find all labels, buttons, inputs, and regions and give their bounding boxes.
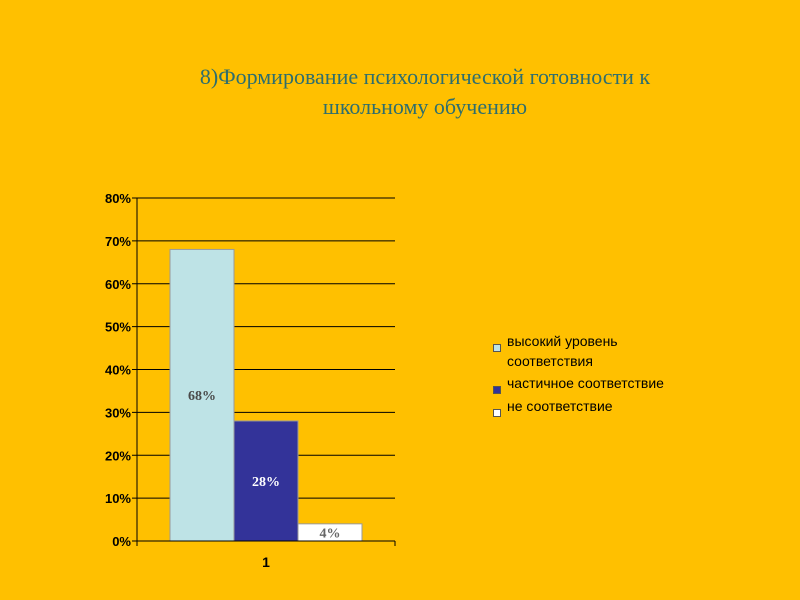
- data-label-series-0: 68%: [188, 389, 216, 404]
- legend-swatch-partial: [493, 386, 501, 394]
- chart-legend: высокий уровень соответствия частичное с…: [493, 331, 673, 419]
- y-tick-label: 80%: [105, 191, 131, 206]
- legend-item-none: не соответствие: [493, 396, 673, 417]
- y-tick-label: 20%: [105, 448, 131, 463]
- y-tick-label: 10%: [105, 491, 131, 506]
- x-axis-categories: 1: [262, 554, 270, 570]
- axes: [136, 198, 396, 546]
- legend-item-high: высокий уровень соответствия: [493, 331, 673, 371]
- legend-swatch-none: [493, 409, 501, 417]
- bars: [169, 248, 363, 542]
- legend-label-partial: частичное соответствие: [507, 375, 664, 391]
- y-axis-ticks: 0% 10% 20% 30% 40% 50% 60% 70% 80%: [105, 191, 137, 549]
- x-category-label: 1: [262, 554, 270, 570]
- data-label-series-1: 28%: [252, 475, 280, 490]
- legend-swatch-high: [493, 344, 501, 352]
- y-tick-label: 0%: [112, 534, 131, 549]
- y-tick-label: 50%: [105, 320, 131, 335]
- legend-label-none: не соответствие: [507, 398, 613, 414]
- y-tick-label: 70%: [105, 234, 131, 249]
- y-tick-label: 30%: [105, 405, 131, 420]
- slide-title: 8)Формирование психологической готовност…: [199, 64, 651, 119]
- legend-label-high: высокий уровень соответствия: [507, 333, 618, 369]
- legend-item-partial: частичное соответствие: [493, 373, 673, 394]
- y-tick-label: 60%: [105, 277, 131, 292]
- data-label-series-2: 4%: [320, 526, 341, 541]
- data-labels: 68% 28% 4%: [188, 389, 341, 541]
- y-tick-label: 40%: [105, 363, 131, 378]
